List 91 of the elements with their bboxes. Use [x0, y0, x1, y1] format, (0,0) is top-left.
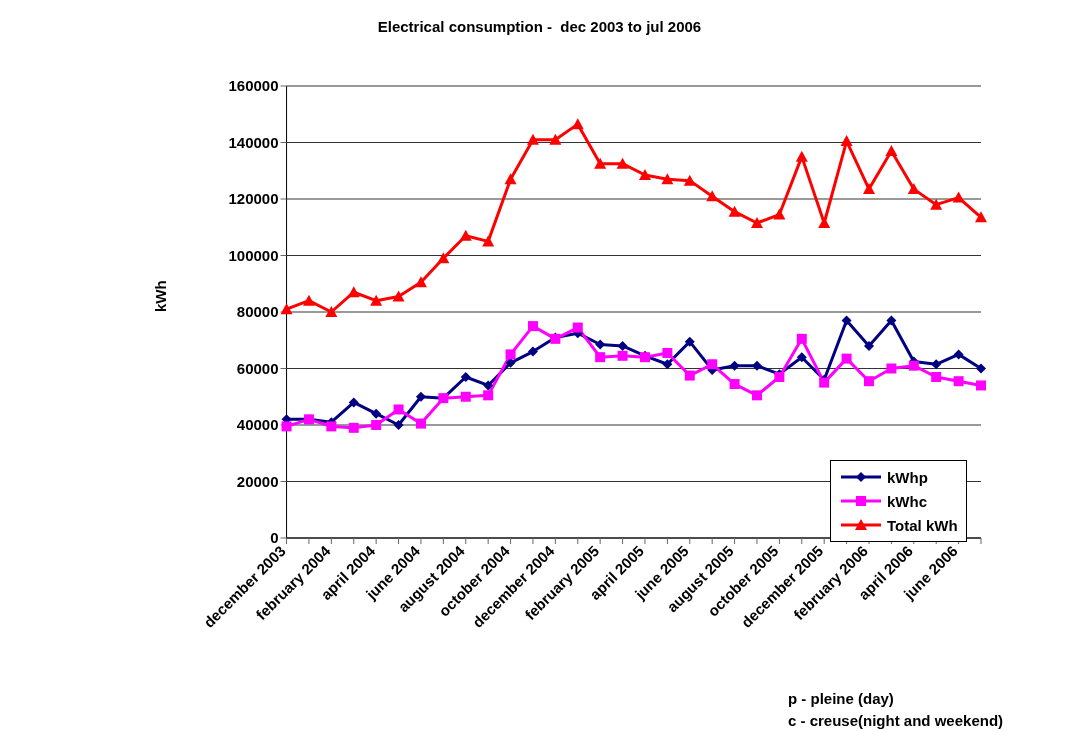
text: p - pleine (day) — [788, 689, 895, 709]
point — [371, 420, 382, 430]
y-tick-label: 0 — [270, 529, 279, 547]
y-axis-title: kWh — [151, 280, 169, 312]
point — [729, 360, 740, 371]
point — [371, 408, 382, 419]
point — [750, 217, 763, 229]
point — [527, 346, 538, 357]
y-tick-label: 60000 — [236, 359, 279, 377]
point — [572, 322, 583, 333]
y-tick-label: 20000 — [236, 472, 279, 490]
legend-label: kWhc — [887, 492, 928, 510]
point — [707, 359, 718, 370]
point — [392, 290, 405, 302]
point — [415, 418, 426, 429]
text: c - creuse(night and weekend) — [788, 711, 1004, 731]
y-tick-label: 40000 — [236, 416, 279, 434]
point — [729, 379, 740, 390]
point — [684, 336, 695, 347]
point — [483, 390, 494, 401]
y-tick-label: 140000 — [228, 133, 279, 151]
point — [976, 380, 986, 391]
point — [662, 359, 673, 370]
point — [638, 168, 651, 180]
point — [863, 376, 874, 387]
point — [683, 174, 696, 186]
point — [751, 390, 762, 401]
point — [931, 371, 942, 382]
point — [976, 363, 986, 374]
point — [773, 208, 786, 220]
point — [281, 421, 292, 432]
point — [796, 333, 807, 344]
point — [302, 294, 315, 306]
point — [549, 133, 562, 145]
point — [393, 420, 404, 430]
point — [326, 421, 337, 432]
point — [818, 217, 831, 229]
point — [460, 371, 471, 382]
point — [505, 349, 516, 360]
point — [348, 422, 359, 433]
point — [706, 190, 719, 202]
point — [617, 340, 628, 351]
point — [952, 191, 965, 203]
chart-title: Electrical consumption - dec 2003 to jul 2006 — [376, 18, 703, 35]
point — [885, 144, 898, 156]
point — [414, 276, 427, 288]
y-tick-label: 160000 — [228, 77, 279, 95]
point — [280, 303, 293, 315]
point — [483, 380, 494, 391]
point — [594, 157, 607, 169]
point — [617, 350, 628, 361]
point — [460, 391, 471, 402]
legend-label: kWhp — [887, 468, 928, 486]
point — [841, 315, 852, 326]
point — [841, 353, 852, 364]
point — [863, 340, 874, 351]
point — [953, 349, 964, 360]
point — [504, 173, 517, 185]
point — [795, 150, 808, 162]
point — [482, 235, 495, 247]
point — [953, 376, 964, 387]
point — [796, 352, 807, 363]
point — [325, 306, 338, 317]
point — [571, 118, 584, 130]
point — [370, 294, 383, 306]
point — [931, 359, 942, 370]
y-tick-label: 100000 — [228, 246, 279, 264]
legend-label: Total kWh — [887, 516, 958, 534]
point — [595, 352, 606, 363]
point — [886, 363, 897, 374]
point — [527, 321, 538, 332]
point — [684, 370, 695, 381]
point — [415, 391, 426, 402]
point — [662, 347, 673, 358]
point — [459, 229, 472, 241]
point — [862, 183, 875, 195]
y-tick-label: 80000 — [236, 303, 279, 321]
point — [526, 133, 539, 145]
point — [437, 252, 450, 264]
point — [661, 173, 674, 185]
point — [840, 135, 853, 147]
point — [595, 339, 606, 350]
point — [728, 205, 741, 217]
y-tick-label: 120000 — [228, 190, 279, 208]
point — [616, 157, 629, 169]
point — [908, 360, 919, 371]
point — [348, 397, 359, 408]
point — [886, 315, 897, 326]
point — [930, 198, 943, 210]
point — [393, 404, 404, 415]
point — [975, 211, 987, 223]
